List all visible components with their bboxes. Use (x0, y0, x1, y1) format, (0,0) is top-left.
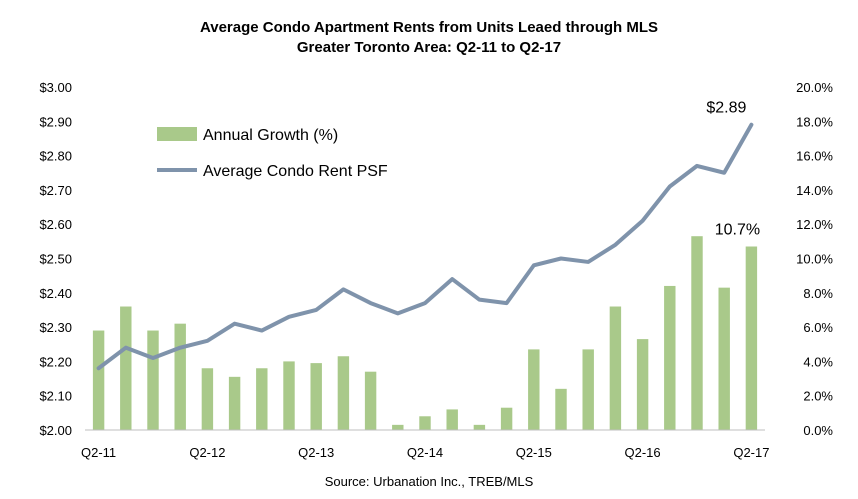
legend-bar-swatch (157, 127, 197, 141)
bar (636, 339, 649, 430)
bar (310, 363, 322, 430)
chart-title-line-2: Greater Toronto Area: Q2-11 to Q2-17 (296, 39, 562, 56)
bar (528, 349, 540, 430)
left-tick-label: $2.10 (39, 389, 72, 404)
bar (745, 246, 758, 430)
bar (473, 424, 486, 430)
bar-series (92, 236, 758, 430)
bar-last-data-label: 10.7% (715, 221, 760, 238)
chart-title: Average Condo Apartment Rents from Units… (0, 18, 858, 58)
legend-bar-label: Annual Growth (%) (203, 127, 338, 144)
bar (256, 368, 268, 430)
right-tick-label: 2.0% (803, 389, 833, 404)
bar (664, 285, 676, 430)
left-tick-label: $2.50 (39, 252, 72, 267)
right-tick-label: 14.0% (796, 183, 833, 198)
x-tick-label: Q2-16 (625, 445, 661, 460)
bar (147, 330, 159, 430)
bar (609, 306, 622, 430)
left-tick-label: $2.40 (39, 286, 72, 301)
bar (582, 349, 594, 430)
bar (283, 361, 295, 430)
x-tick-label: Q2-11 (81, 445, 116, 460)
legend: Annual Growth (%) Average Condo Rent PSF (157, 127, 388, 180)
bar (446, 409, 458, 430)
bar (691, 236, 703, 430)
left-tick-label: $2.80 (39, 149, 72, 164)
left-tick-label: $2.60 (39, 217, 72, 232)
bar (555, 388, 567, 430)
line-path (96, 122, 754, 371)
line-series (96, 122, 754, 371)
x-axis: Q2-11 Q2-12 Q2-13 Q2-14 Q2-15 Q2-16 Q2-17 (81, 445, 769, 460)
right-tick-label: 12.0% (796, 217, 833, 232)
left-tick-label: $2.00 (39, 423, 72, 438)
line-last-data-label: $2.89 (706, 100, 746, 117)
bar (201, 368, 214, 430)
chart-source: Source: Urbanation Inc., TREB/MLS (324, 474, 534, 489)
bar (174, 323, 186, 430)
left-tick-label: $2.70 (39, 183, 72, 198)
bar (92, 330, 105, 430)
right-axis: 0.0% 2.0% 4.0% 6.0% 8.0% 10.0% 12.0% 14.0% 16.0%… (796, 80, 833, 438)
right-tick-label: 4.0% (803, 354, 833, 369)
x-tick-label: Q2-15 (516, 445, 552, 460)
left-axis: $2.00 $2.10 $2.20 $2.30 $2.40 $2.50 $2.60 $2.70… (39, 80, 72, 438)
right-tick-label: 16.0% (796, 149, 833, 164)
bar (419, 416, 431, 430)
left-tick-label: $3.00 (39, 80, 72, 95)
right-tick-label: 20.0% (796, 80, 833, 95)
x-tick-label: Q2-14 (407, 445, 443, 460)
right-tick-label: 6.0% (803, 320, 833, 335)
x-tick-label: Q2-13 (298, 445, 334, 460)
left-tick-label: $2.20 (39, 354, 72, 369)
bar (718, 287, 730, 430)
x-tick-label: Q2-17 (733, 445, 769, 460)
right-tick-label: 10.0% (796, 252, 833, 267)
bar (228, 376, 241, 430)
x-tick-label: Q2-12 (189, 445, 225, 460)
bar (364, 371, 377, 430)
bar (337, 356, 350, 430)
chart-title-line-1: Average Condo Apartment Rents from Units… (199, 19, 659, 36)
right-tick-label: 0.0% (803, 423, 833, 438)
left-tick-label: $2.90 (39, 114, 72, 129)
bar (120, 306, 132, 430)
bar (500, 407, 513, 430)
legend-line-label: Average Condo Rent PSF (203, 163, 388, 180)
right-tick-label: 18.0% (796, 114, 833, 129)
left-tick-label: $2.30 (39, 320, 72, 335)
right-tick-label: 8.0% (803, 286, 833, 301)
bar (392, 424, 404, 430)
